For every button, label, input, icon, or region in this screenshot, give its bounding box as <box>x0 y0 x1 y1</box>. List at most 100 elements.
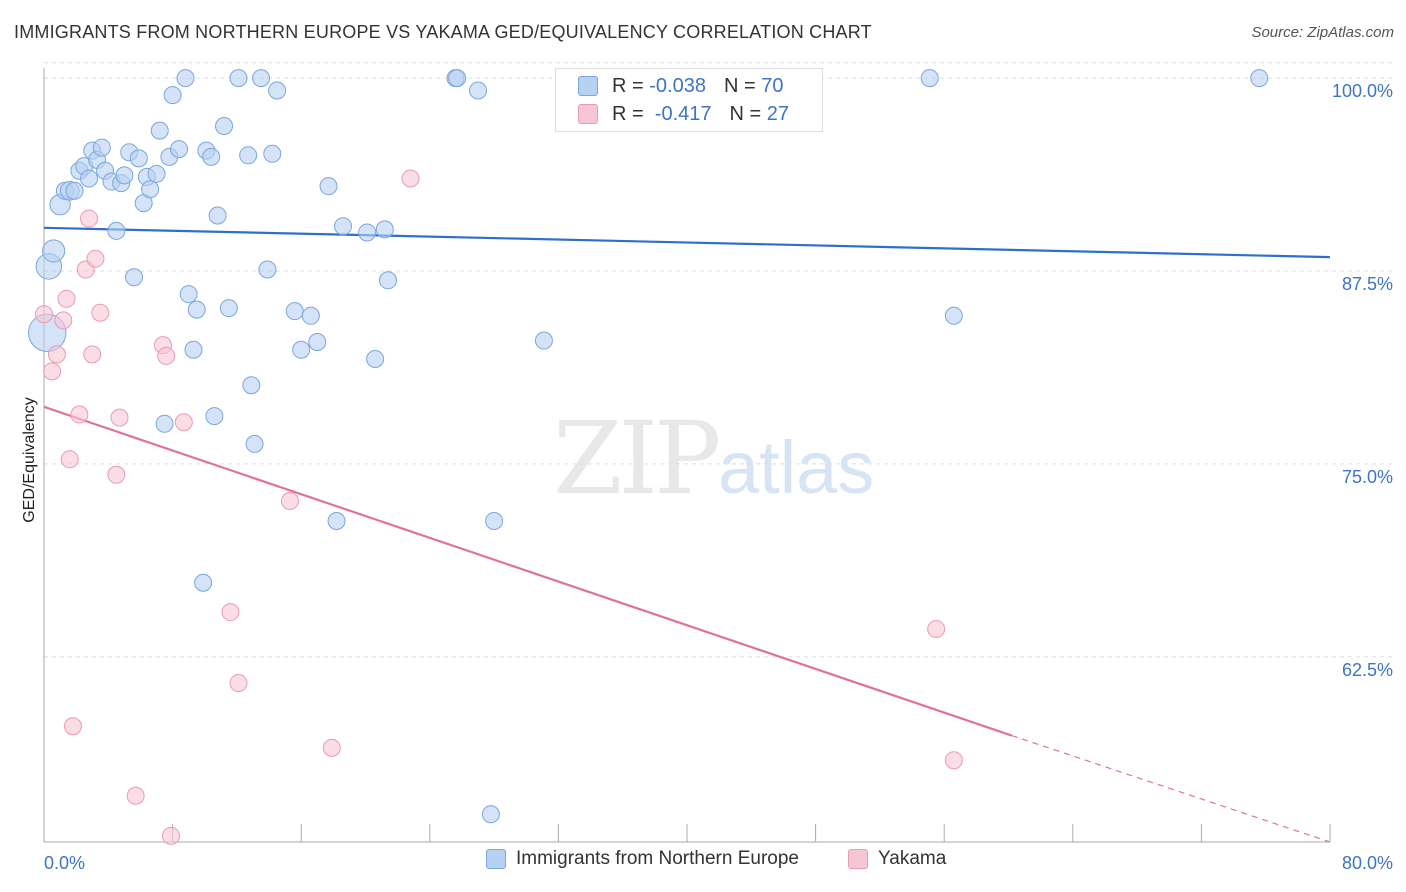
y-tick-label: 62.5% <box>1342 660 1393 680</box>
pink-point <box>157 346 176 365</box>
blue-point <box>263 144 282 163</box>
pink-point <box>221 603 240 622</box>
blue-point <box>285 302 304 321</box>
stats-row-series2: R = -0.417 N = 27 <box>578 100 789 128</box>
y-tick-label: 75.0% <box>1342 467 1393 487</box>
pink-point <box>83 345 102 364</box>
pink-point <box>47 345 66 364</box>
blue-point <box>292 340 311 359</box>
blue-point <box>163 86 182 105</box>
tick-labels: 62.5% 75.0% 87.5% 100.0% 0.0% 80.0% <box>44 81 1393 873</box>
y-tick-label: 100.0% <box>1332 81 1393 101</box>
watermark-atlas: atlas <box>718 426 875 509</box>
pink-point <box>161 826 180 845</box>
series2-r-label: R = <box>612 102 644 125</box>
source-label: Source: ZipAtlas.com <box>1251 24 1394 41</box>
blue-point <box>42 239 66 263</box>
blue-point <box>333 217 352 236</box>
blue-point <box>179 285 198 304</box>
series1-n-label: N = <box>723 74 756 97</box>
chart-title: IMMIGRANTS FROM NORTHERN EUROPE VS YAKAM… <box>14 22 872 42</box>
blue-point <box>448 69 467 88</box>
blue-point <box>92 138 111 157</box>
pink-point <box>944 751 963 770</box>
legend-item-yakama[interactable]: Yakama <box>848 848 946 870</box>
series2-n-value: 27 <box>766 102 790 125</box>
blue-point <box>184 340 203 359</box>
blue-point <box>150 121 169 140</box>
series1-r-value: -0.038 <box>649 74 706 97</box>
blue-point <box>155 414 174 433</box>
series2-n-label: N = <box>729 102 762 125</box>
blue-point <box>229 69 248 88</box>
series2-r-value: -0.417 <box>654 102 712 125</box>
blue-point <box>194 573 213 592</box>
pink-point <box>60 450 79 469</box>
pink-point <box>927 620 946 639</box>
pink-point <box>126 786 145 805</box>
blue-point <box>176 69 195 88</box>
blue-point <box>239 146 258 165</box>
blue-point <box>245 434 264 453</box>
pink-point <box>70 405 89 424</box>
blue-point <box>115 166 134 185</box>
blue-trend-line <box>43 226 1331 259</box>
blue-point <box>202 147 221 166</box>
pink-point <box>63 717 82 736</box>
stats-row-series1: R = -0.038 N = 70 <box>578 72 783 100</box>
blue-point <box>920 69 939 88</box>
blue-point <box>219 299 238 318</box>
pink-point <box>229 674 248 693</box>
axes <box>43 68 1331 843</box>
blue-point <box>147 164 166 183</box>
blue-point <box>534 331 553 350</box>
legend-swatch-pink <box>848 849 868 869</box>
legend-item-northern-europe[interactable]: Immigrants from Northern Europe <box>486 848 799 870</box>
pink-point <box>35 305 53 324</box>
blue-point <box>268 81 287 100</box>
pink-point <box>43 362 62 381</box>
blue-point <box>65 181 84 200</box>
legend-swatch-blue <box>486 849 506 869</box>
pink-point <box>91 303 110 322</box>
legend: Immigrants from Northern Europe Yakama <box>0 848 1406 880</box>
blue-point <box>170 140 189 159</box>
blue-point <box>469 81 488 100</box>
series1-r-label: R = <box>612 74 644 97</box>
blue-point <box>301 306 320 325</box>
blue-point <box>187 300 206 319</box>
blue-point <box>107 221 126 240</box>
y-tick-label: 87.5% <box>1342 274 1393 294</box>
pink-trend-line <box>43 405 1013 737</box>
legend-label-northern-europe: Immigrants from Northern Europe <box>516 848 799 869</box>
blue-point <box>379 271 398 290</box>
pink-point <box>57 289 76 308</box>
blue-point <box>258 260 277 279</box>
blue-point <box>205 407 224 426</box>
series1-n-value: 70 <box>761 74 784 97</box>
blue-point <box>1250 69 1269 88</box>
pink-trend-extension <box>1011 734 1331 843</box>
blue-point <box>215 116 234 135</box>
blue-point <box>481 805 500 824</box>
series1-swatch <box>578 76 598 96</box>
blue-point <box>485 512 504 531</box>
blue-point <box>141 180 160 199</box>
pink-point <box>107 465 126 484</box>
blue-point <box>375 220 394 239</box>
blue-point <box>308 333 327 352</box>
pink-point <box>86 249 105 268</box>
legend-label-yakama: Yakama <box>878 848 947 869</box>
blue-point <box>80 169 99 188</box>
pink-point <box>322 738 341 757</box>
series2-swatch <box>578 104 598 124</box>
blue-point <box>129 149 148 168</box>
watermark-zip: ZIP <box>553 400 721 517</box>
blue-point <box>319 177 338 196</box>
blue-point <box>242 376 261 395</box>
blue-point <box>366 349 385 368</box>
pink-point <box>174 413 193 432</box>
blue-point <box>125 268 144 287</box>
pink-point <box>280 491 299 510</box>
